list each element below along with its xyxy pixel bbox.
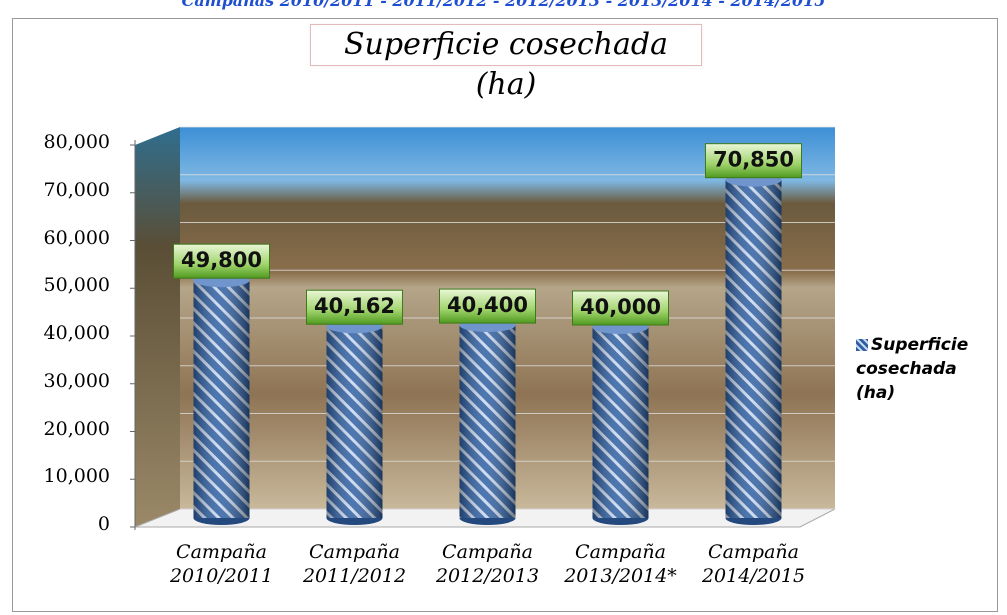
bar-shade	[592, 327, 649, 518]
y-tick-label: 0	[97, 513, 110, 535]
chart-title: Superficie cosechada (ha)	[310, 24, 702, 102]
data-label-box	[439, 288, 536, 324]
data-label-box	[572, 290, 669, 326]
legend-swatch	[856, 339, 868, 351]
data-label: 70,850	[713, 148, 794, 172]
y-tick-label: 10,000	[43, 465, 110, 488]
y-tick-label: 50,000	[43, 274, 110, 297]
x-tick-label: Campaña 2011/2012	[302, 541, 407, 587]
legend-label: Superficie cosechada (ha)	[856, 335, 969, 403]
y-tick-label: 70,000	[43, 178, 110, 201]
y-tick-label: 30,000	[43, 369, 110, 392]
data-label: 40,400	[447, 293, 528, 317]
side-wall	[135, 127, 180, 527]
x-tick-label: Campaña 2010/2011	[169, 541, 274, 587]
data-label-box	[306, 289, 403, 325]
data-label-box	[173, 243, 270, 279]
data-label: 40,162	[314, 294, 395, 318]
bar-shade	[459, 325, 516, 518]
chart-frame	[12, 18, 998, 612]
y-tick-label: 60,000	[43, 226, 110, 249]
bar-shade	[725, 179, 782, 518]
x-tick-label: Campaña 2014/2015	[701, 541, 806, 587]
bar-shade	[193, 280, 250, 518]
data-label: 49,800	[181, 248, 262, 272]
subtitle: Campañas 2010/2011 - 2011/2012 - 2012/20…	[181, 0, 826, 10]
data-label: 40,000	[580, 295, 661, 319]
x-tick-label: Campaña 2012/2013	[435, 541, 540, 587]
y-tick-label: 40,000	[43, 322, 110, 344]
bar-shade	[326, 326, 383, 518]
y-tick-label: 80,000	[43, 131, 110, 153]
legend: Superficie cosechada (ha)	[856, 333, 996, 405]
x-tick-label: Campaña 2013/2014*	[564, 541, 677, 587]
data-label-box	[705, 143, 802, 179]
y-tick-label: 20,000	[43, 417, 110, 440]
